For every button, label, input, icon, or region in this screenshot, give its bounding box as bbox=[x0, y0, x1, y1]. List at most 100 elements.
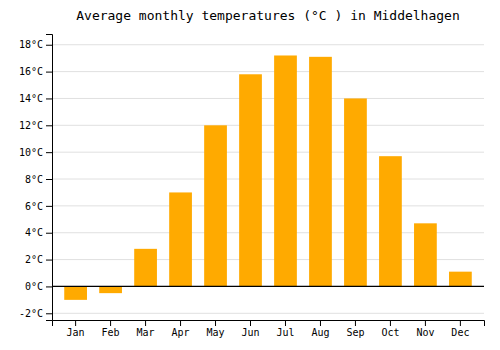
y-tick-label: 4°C bbox=[25, 227, 43, 238]
y-tick: 10°C bbox=[19, 147, 52, 158]
bar bbox=[64, 286, 87, 299]
x-tick-mark bbox=[145, 320, 146, 326]
grid-line bbox=[52, 71, 484, 72]
y-tick: 18°C bbox=[19, 39, 52, 50]
x-tick-label: Feb bbox=[102, 327, 120, 338]
plot: -2°C 0°C 2°C 4°C 6°C 8°C 10°C 12°C 14°C 16°C 18°C J… bbox=[19, 35, 485, 339]
y-tick: 8°C bbox=[25, 174, 52, 185]
x-tick-mark bbox=[180, 320, 181, 326]
y-tick-label: -2°C bbox=[19, 308, 43, 319]
y-tick: 14°C bbox=[19, 93, 52, 104]
x-tick-label: Mar bbox=[137, 327, 155, 338]
x-tick-mark bbox=[110, 320, 111, 326]
x-tick-mark bbox=[320, 320, 321, 326]
y-tick-label: 2°C bbox=[25, 254, 43, 265]
bar bbox=[344, 98, 367, 286]
bar bbox=[239, 74, 262, 286]
x-tick-mark bbox=[215, 320, 216, 326]
y-tick: 4°C bbox=[25, 227, 52, 238]
x-tick: Aug bbox=[311, 320, 329, 338]
bar bbox=[134, 249, 157, 287]
x-tick-mark bbox=[425, 320, 426, 326]
y-tick-mark bbox=[46, 45, 52, 46]
bar bbox=[169, 192, 192, 286]
x-tick: Jun bbox=[241, 320, 259, 338]
grid-line bbox=[52, 205, 484, 206]
bar bbox=[449, 272, 472, 287]
y-axis-line bbox=[46, 35, 53, 321]
x-tick-mark bbox=[75, 320, 76, 326]
y-axis: -2°C 0°C 2°C 4°C 6°C 8°C 10°C 12°C 14°C 16°C 18°C bbox=[19, 35, 53, 321]
y-tick: -2°C bbox=[19, 308, 52, 319]
y-tick-mark bbox=[46, 98, 52, 99]
y-tick-label: 10°C bbox=[19, 147, 43, 158]
x-axis: Jan Feb Mar Apr May Jun Jul Aug Sep Oct Nov Dec bbox=[53, 320, 485, 338]
x-tick: May bbox=[206, 320, 224, 338]
y-tick-label: 18°C bbox=[19, 39, 43, 50]
x-tick-label: Jan bbox=[67, 327, 85, 338]
grid-line bbox=[52, 125, 484, 126]
grid-line bbox=[52, 152, 484, 153]
zero-line bbox=[52, 286, 484, 287]
x-tick: Apr bbox=[172, 320, 190, 338]
grid-line bbox=[52, 313, 484, 314]
y-tick-mark bbox=[46, 206, 52, 207]
grid-line bbox=[52, 98, 484, 99]
y-tick-label: 8°C bbox=[25, 174, 43, 185]
x-tick: Dec bbox=[451, 320, 469, 338]
bar bbox=[99, 286, 122, 293]
x-tick: Nov bbox=[416, 320, 434, 338]
x-tick: Oct bbox=[381, 320, 399, 338]
y-tick: 16°C bbox=[19, 66, 52, 77]
bar bbox=[379, 156, 402, 286]
title: Average monthly temperatures (°C ) in Mi… bbox=[76, 8, 460, 23]
y-tick-mark bbox=[46, 260, 52, 261]
y-tick-mark bbox=[46, 286, 52, 287]
bar bbox=[204, 125, 227, 286]
x-tick-mark bbox=[355, 320, 356, 326]
y-tick: 6°C bbox=[25, 201, 52, 212]
x-tick-label: Jun bbox=[241, 327, 259, 338]
y-tick: 12°C bbox=[19, 120, 52, 131]
grid-line bbox=[52, 44, 484, 45]
y-tick: 2°C bbox=[25, 254, 52, 265]
y-tick-label: 6°C bbox=[25, 201, 43, 212]
x-tick-label: Jul bbox=[276, 327, 294, 338]
x-tick-label: Oct bbox=[381, 327, 399, 338]
grid-line bbox=[52, 286, 484, 287]
x-tick-mark bbox=[285, 320, 286, 326]
x-tick-mark bbox=[390, 320, 391, 326]
x-tick-label: May bbox=[206, 327, 224, 338]
bars bbox=[52, 55, 484, 299]
y-tick-label: 0°C bbox=[25, 281, 43, 292]
x-tick: Sep bbox=[346, 320, 364, 338]
x-tick: Jul bbox=[276, 320, 294, 338]
y-tick-label: 16°C bbox=[19, 66, 43, 77]
y-tick-label: 14°C bbox=[19, 93, 43, 104]
bar bbox=[414, 223, 437, 286]
x-tick: Jan bbox=[67, 320, 85, 338]
x-tick-label: Aug bbox=[311, 327, 329, 338]
x-tick-label: Nov bbox=[416, 327, 434, 338]
x-tick: Feb bbox=[102, 320, 120, 338]
bar bbox=[309, 57, 332, 287]
x-tick-mark bbox=[250, 320, 251, 326]
x-tick-label: Apr bbox=[172, 327, 190, 338]
bar bbox=[274, 55, 297, 286]
chart: -2°C 0°C 2°C 4°C 6°C 8°C 10°C 12°C 14°C 16°C 18°C J… bbox=[0, 0, 500, 350]
y-tick-mark bbox=[46, 72, 52, 73]
x-tick-mark bbox=[460, 320, 461, 326]
grid-line bbox=[52, 179, 484, 180]
y-tick-mark bbox=[46, 313, 52, 314]
y-tick-mark bbox=[46, 179, 52, 180]
y-tick-label: 12°C bbox=[19, 120, 43, 131]
y-tick-mark bbox=[46, 233, 52, 234]
y-tick-mark bbox=[46, 125, 52, 126]
x-axis-line bbox=[53, 321, 485, 327]
grid bbox=[52, 45, 484, 314]
x-tick: Mar bbox=[137, 320, 155, 338]
x-tick-label: Sep bbox=[346, 327, 364, 338]
x-tick-label: Dec bbox=[451, 327, 469, 338]
y-tick: 0°C bbox=[25, 281, 52, 292]
y-tick-mark bbox=[46, 152, 52, 153]
